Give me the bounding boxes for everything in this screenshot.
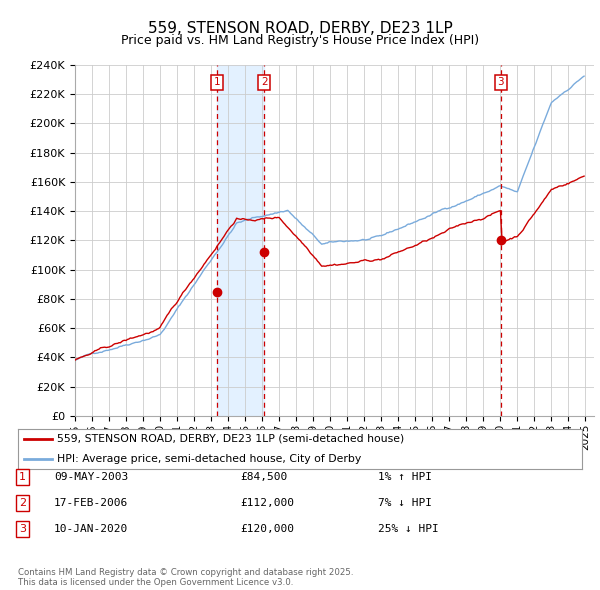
Text: £84,500: £84,500 (240, 472, 287, 481)
Text: 10-JAN-2020: 10-JAN-2020 (54, 524, 128, 533)
Text: 2: 2 (261, 77, 268, 87)
Text: 1: 1 (214, 77, 221, 87)
Text: 3: 3 (19, 524, 26, 533)
Text: Contains HM Land Registry data © Crown copyright and database right 2025.
This d: Contains HM Land Registry data © Crown c… (18, 568, 353, 587)
Text: 1: 1 (19, 472, 26, 481)
Text: 559, STENSON ROAD, DERBY, DE23 1LP: 559, STENSON ROAD, DERBY, DE23 1LP (148, 21, 452, 35)
Text: 09-MAY-2003: 09-MAY-2003 (54, 472, 128, 481)
Text: 7% ↓ HPI: 7% ↓ HPI (378, 498, 432, 507)
Text: 17-FEB-2006: 17-FEB-2006 (54, 498, 128, 507)
Text: 1% ↑ HPI: 1% ↑ HPI (378, 472, 432, 481)
Text: Price paid vs. HM Land Registry's House Price Index (HPI): Price paid vs. HM Land Registry's House … (121, 34, 479, 47)
Text: £120,000: £120,000 (240, 524, 294, 533)
Text: 2: 2 (19, 498, 26, 507)
Bar (217, 65, 264, 416)
Text: HPI: Average price, semi-detached house, City of Derby: HPI: Average price, semi-detached house,… (58, 454, 362, 464)
Text: £112,000: £112,000 (240, 498, 294, 507)
Text: 559, STENSON ROAD, DERBY, DE23 1LP (semi-detached house): 559, STENSON ROAD, DERBY, DE23 1LP (semi… (58, 434, 405, 444)
Text: 3: 3 (497, 77, 504, 87)
Text: 25% ↓ HPI: 25% ↓ HPI (378, 524, 439, 533)
